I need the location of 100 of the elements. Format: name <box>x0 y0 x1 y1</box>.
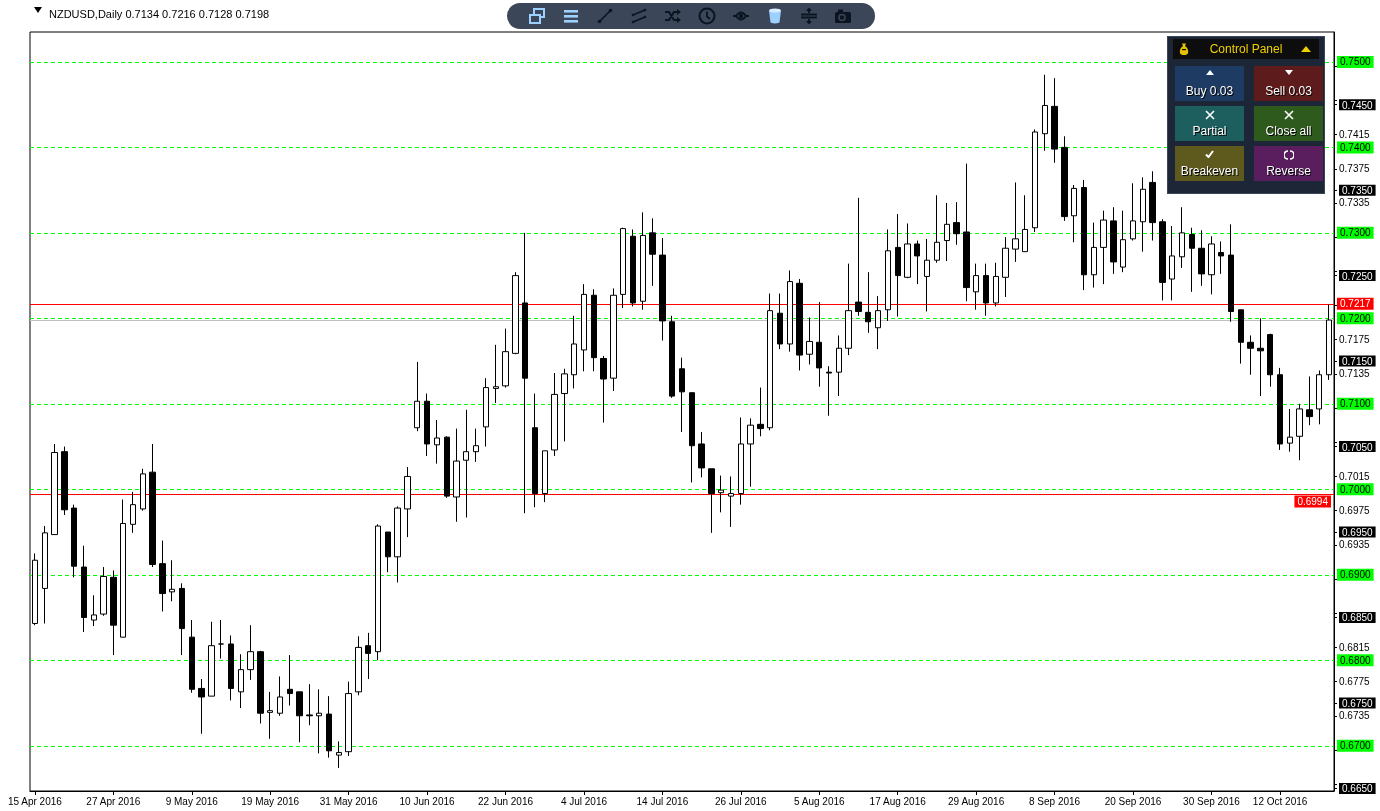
candlestick <box>140 468 146 512</box>
candlestick <box>983 263 989 317</box>
candlestick <box>267 691 273 740</box>
ref-line-label: 0.7300 <box>1340 227 1372 239</box>
candlestick <box>924 238 930 312</box>
candlestick <box>1169 225 1175 301</box>
candlestick <box>708 468 715 534</box>
candlestick <box>649 217 656 287</box>
panel-header: Control Panel <box>1173 39 1319 59</box>
button: Partial <box>1175 106 1244 141</box>
candlestick <box>904 222 911 279</box>
ref-line-label: 0.7400 <box>1340 141 1372 153</box>
candlestick <box>1257 317 1264 397</box>
y-tick-label: 0.7350 <box>1342 185 1374 197</box>
candlestick <box>571 315 577 389</box>
candlestick <box>120 499 126 638</box>
candlestick <box>1002 236 1009 298</box>
button: Buy 0.03 <box>1175 66 1244 101</box>
x-tick-label: 20 Sep 2016 <box>1104 795 1162 807</box>
candlestick <box>493 344 499 404</box>
candlestick <box>385 531 391 573</box>
candlestick <box>698 431 705 478</box>
annotation: Buy 0.03 <box>1184 84 1235 98</box>
ref-line-label: 0.6800 <box>1340 654 1372 666</box>
candlestick <box>247 624 254 681</box>
y-tick-label: 0.7415 <box>1339 129 1371 141</box>
candlestick <box>1100 210 1107 285</box>
candlestick <box>1189 227 1195 293</box>
candlestick <box>1130 182 1136 242</box>
candlestick <box>591 288 597 372</box>
x-tick-label: 17 Aug 2016 <box>869 795 927 807</box>
candlestick <box>1012 181 1019 263</box>
candlestick <box>404 466 411 538</box>
candlestick <box>306 683 313 726</box>
candlestick <box>1287 408 1293 453</box>
annotation: Close all <box>1264 124 1313 138</box>
button: Sell 0.03 <box>1254 66 1323 101</box>
candlestick <box>169 559 175 602</box>
candlestick <box>934 194 940 264</box>
ref-line-label: 0.7500 <box>1340 56 1372 68</box>
candlestick <box>865 271 871 334</box>
x-tick-label: 14 Jul 2016 <box>636 795 689 807</box>
y-tick-label: 0.6735 <box>1339 710 1371 722</box>
candlestick <box>1316 369 1322 425</box>
y-tick-label: 0.6775 <box>1339 676 1371 688</box>
x-tick-label: 10 Jun 2016 <box>399 795 456 807</box>
candlestick <box>355 635 362 696</box>
candlestick <box>228 634 234 701</box>
candlestick <box>640 211 646 311</box>
candlestick <box>336 740 342 769</box>
annotation: Breakeven <box>1179 164 1240 178</box>
x-tick-label: 5 Aug 2016 <box>793 795 845 807</box>
y-tick-label: 0.6850 <box>1342 612 1374 624</box>
candlestick <box>542 450 548 503</box>
candlestick <box>502 328 509 389</box>
x-tick-label: 15 Apr 2016 <box>7 795 63 807</box>
candlestick <box>845 263 852 356</box>
candlestick <box>365 632 371 680</box>
candlestick <box>198 678 205 735</box>
candlestick <box>1198 229 1205 287</box>
candlestick <box>855 197 862 317</box>
candlestick <box>738 416 744 506</box>
candlestick <box>659 237 666 342</box>
candlestick <box>1061 135 1068 222</box>
x-tick-label: 22 Jun 2016 <box>477 795 534 807</box>
candlestick <box>1032 128 1038 233</box>
candlestick <box>581 283 587 372</box>
candlestick <box>100 566 107 617</box>
candlestick <box>1277 367 1283 451</box>
candlestick <box>1149 170 1156 242</box>
candlestick <box>277 675 283 717</box>
x-tick-label: 12 Oct 2016 <box>1252 795 1308 807</box>
candlestick <box>718 475 724 513</box>
button: Breakeven <box>1175 146 1244 181</box>
candlestick <box>414 361 420 432</box>
y-tick-label: 0.7175 <box>1339 334 1371 346</box>
button: Close all <box>1254 106 1323 141</box>
candlestick <box>522 232 528 514</box>
candlestick <box>689 392 695 483</box>
candlestick <box>61 446 68 516</box>
candlestick <box>238 653 244 709</box>
y-tick-label: 0.6750 <box>1342 697 1374 709</box>
y-tick-label: 0.7150 <box>1342 356 1374 368</box>
candlestick <box>1326 304 1332 381</box>
candlestick <box>610 287 617 392</box>
candlestick <box>914 240 920 285</box>
candlestick <box>728 475 734 528</box>
candlestick <box>757 387 764 437</box>
y-tick-label: 0.7135 <box>1339 368 1371 380</box>
candlestick <box>895 213 901 318</box>
candlestick <box>816 301 822 388</box>
y-tick-label: 0.6975 <box>1339 505 1371 517</box>
candlestick <box>561 368 568 442</box>
candlestick <box>375 523 381 661</box>
candlestick <box>953 201 960 246</box>
candlestick <box>326 695 332 759</box>
annotation: Reverse <box>1265 164 1312 178</box>
candlestick <box>1042 74 1048 152</box>
y-tick-label: 0.6935 <box>1339 539 1371 551</box>
candlestick <box>993 262 999 307</box>
